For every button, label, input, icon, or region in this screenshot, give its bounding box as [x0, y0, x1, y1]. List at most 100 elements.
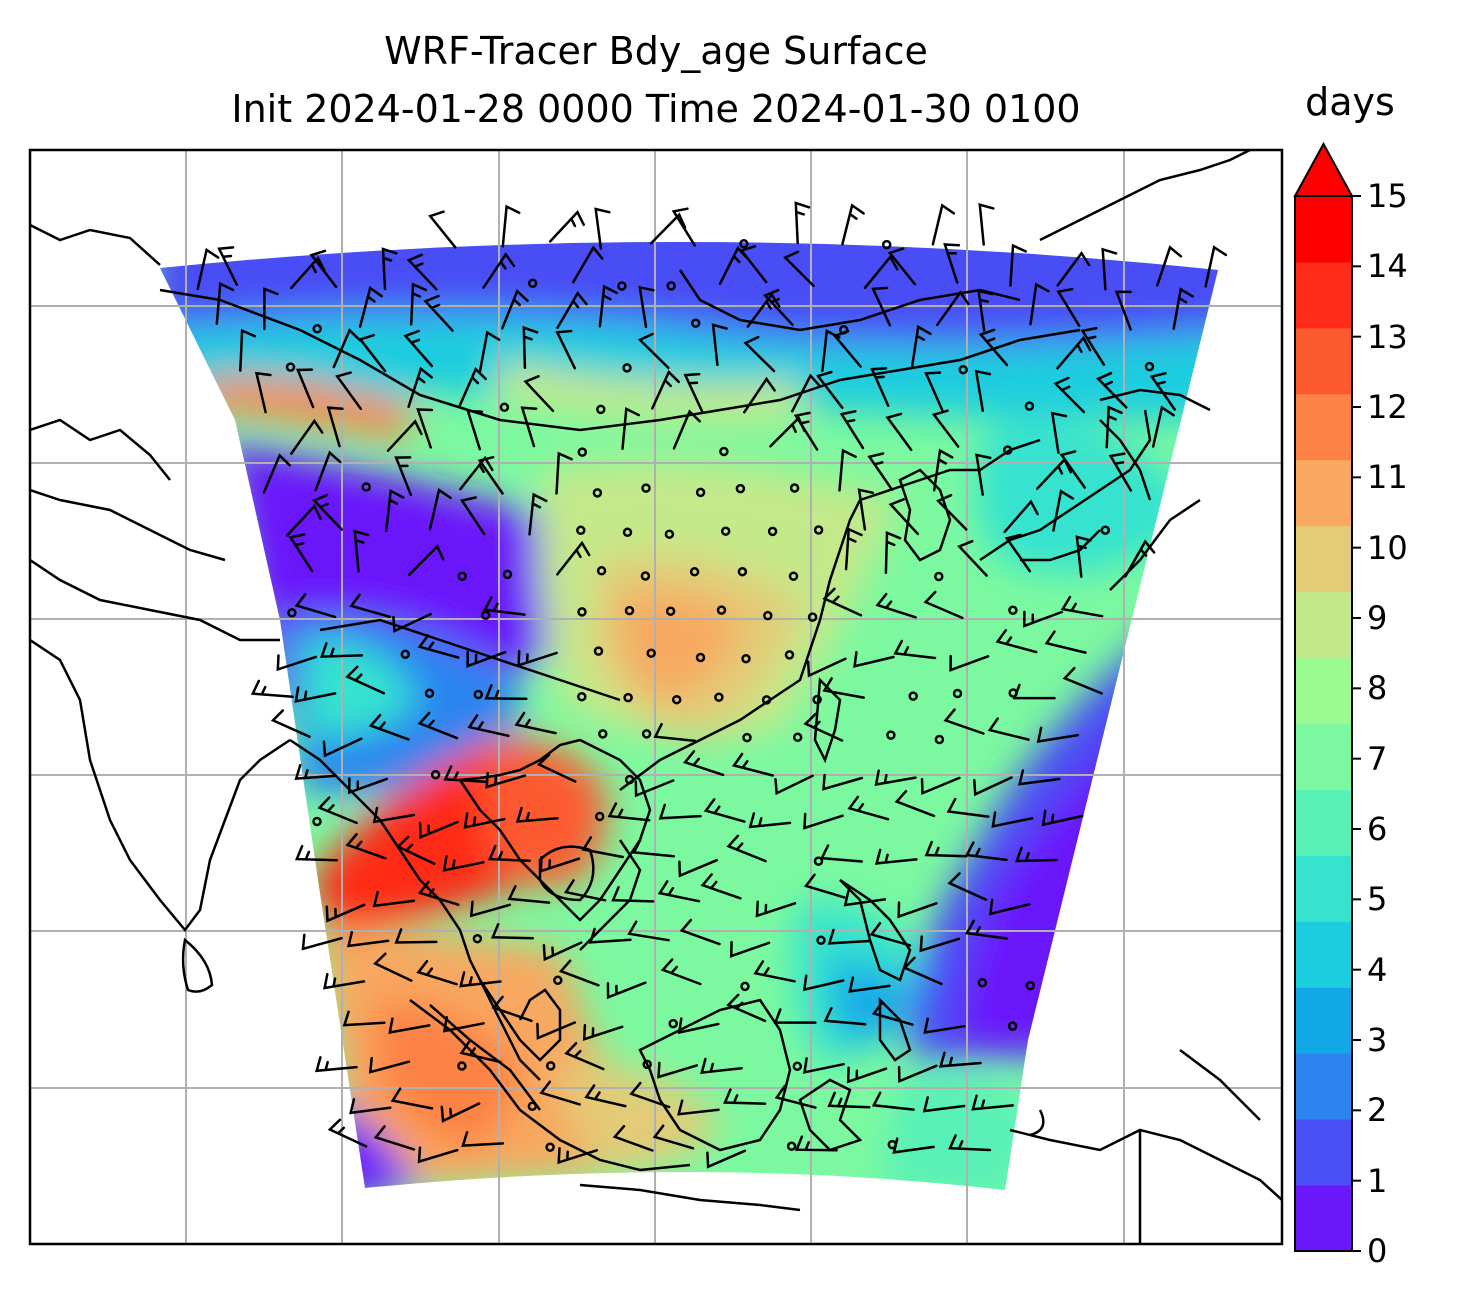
wind-barb: [672, 409, 701, 450]
wind-barb: [936, 290, 970, 327]
wind-barb: [677, 1017, 720, 1035]
wind-barb: [581, 836, 624, 859]
wind-barb: [326, 406, 344, 448]
wind-barb: [827, 1091, 871, 1109]
wind-barb: [1041, 809, 1084, 827]
wind-barb: [466, 409, 484, 451]
calm-wind-marker: [473, 689, 484, 700]
calm-wind-marker: [472, 933, 483, 944]
wind-barb: [539, 1080, 581, 1106]
wind-barb: [1044, 630, 1087, 654]
wind-barb: [923, 590, 964, 620]
wind-barb: [384, 489, 405, 532]
colorbar-segment: [1295, 393, 1352, 461]
wind-barb: [867, 452, 894, 492]
wind-barb: [874, 848, 918, 865]
wind-barb: [301, 933, 343, 951]
wind-barb: [394, 456, 413, 497]
wind-barb: [442, 855, 485, 872]
wind-barb: [556, 291, 588, 330]
wind-barb: [594, 207, 611, 250]
calm-wind-marker: [763, 610, 773, 621]
wind-barb: [943, 708, 985, 735]
wind-barb: [1105, 405, 1123, 449]
calm-wind-marker: [527, 1101, 538, 1112]
wind-barb: [706, 1149, 747, 1169]
calm-wind-marker: [576, 525, 586, 536]
wind-barb: [314, 450, 342, 492]
colorbar-tick-label: 0: [1367, 1232, 1388, 1270]
calm-wind-marker: [666, 281, 676, 291]
calm-wind-marker: [527, 278, 538, 289]
wind-barb: [461, 1131, 505, 1147]
wind-barb: [794, 201, 811, 245]
wind-barb: [652, 1124, 695, 1150]
calm-wind-marker: [424, 688, 435, 699]
wind-barb: [924, 840, 968, 858]
wind-barb: [783, 250, 815, 288]
wind-barb: [270, 709, 311, 738]
wind-barb: [1009, 243, 1027, 287]
wind-barb: [651, 369, 680, 410]
wind-barb: [523, 375, 555, 413]
wind-barb: [857, 488, 875, 531]
wind-barb: [557, 1147, 599, 1165]
calm-wind-marker: [577, 691, 587, 702]
wind-barb: [1124, 539, 1156, 578]
calm-wind-marker: [812, 694, 822, 705]
wind-barb: [294, 844, 339, 862]
wind-barb: [700, 1057, 743, 1075]
wind-barb: [482, 596, 526, 616]
wind-barb: [285, 503, 322, 537]
calm-wind-marker: [1144, 361, 1155, 372]
wind-barb: [295, 368, 315, 409]
colorbar-segment: [1295, 591, 1352, 659]
wind-barb: [458, 367, 487, 408]
wind-barb: [407, 544, 445, 577]
colorbar-segment: [1295, 525, 1352, 593]
calm-wind-marker: [623, 692, 633, 703]
wind-barb: [388, 1017, 431, 1035]
wind-barb: [965, 919, 1008, 940]
calm-wind-marker: [792, 732, 803, 743]
wind-barb: [392, 612, 432, 633]
calm-wind-marker: [617, 281, 627, 291]
wind-barb: [703, 798, 746, 823]
wind-barb: [700, 873, 742, 900]
wind-barb: [491, 995, 533, 1023]
wind-barb: [342, 1010, 386, 1027]
wind-barb: [1036, 726, 1080, 744]
wind-barb: [931, 203, 956, 246]
wind-barb: [678, 858, 719, 878]
wind-barb: [839, 410, 865, 450]
calm-wind-marker: [690, 318, 701, 328]
wind-barb: [442, 1015, 485, 1033]
calm-wind-marker: [400, 649, 411, 660]
calm-wind-marker: [596, 404, 606, 415]
calm-wind-marker: [934, 734, 945, 745]
colorbar-segment: [1295, 459, 1352, 527]
colorbar-segment: [1295, 855, 1352, 922]
wind-barb: [325, 903, 366, 923]
wind-barb: [323, 972, 366, 990]
calm-wind-marker: [1025, 980, 1036, 991]
wind-barb: [682, 750, 725, 777]
wind-barb: [924, 371, 944, 412]
wind-barb: [349, 593, 392, 619]
wind-barb: [571, 245, 604, 284]
colorbar-tick-label: 15: [1367, 177, 1408, 215]
calm-wind-marker: [767, 526, 778, 537]
wind-barb: [841, 203, 865, 246]
wind-barb: [327, 1118, 368, 1148]
wind-barb: [311, 493, 343, 531]
wind-barb: [1053, 376, 1086, 414]
wind-barb: [406, 253, 438, 291]
wind-barb: [853, 651, 895, 668]
wind-barb: [1056, 335, 1092, 370]
wind-barb: [345, 665, 386, 695]
wind-barb: [372, 806, 416, 824]
colorbar-segment: [1295, 1185, 1352, 1252]
wind-barb: [869, 921, 912, 947]
wind-barb: [536, 753, 577, 783]
wind-barb: [995, 629, 1038, 654]
